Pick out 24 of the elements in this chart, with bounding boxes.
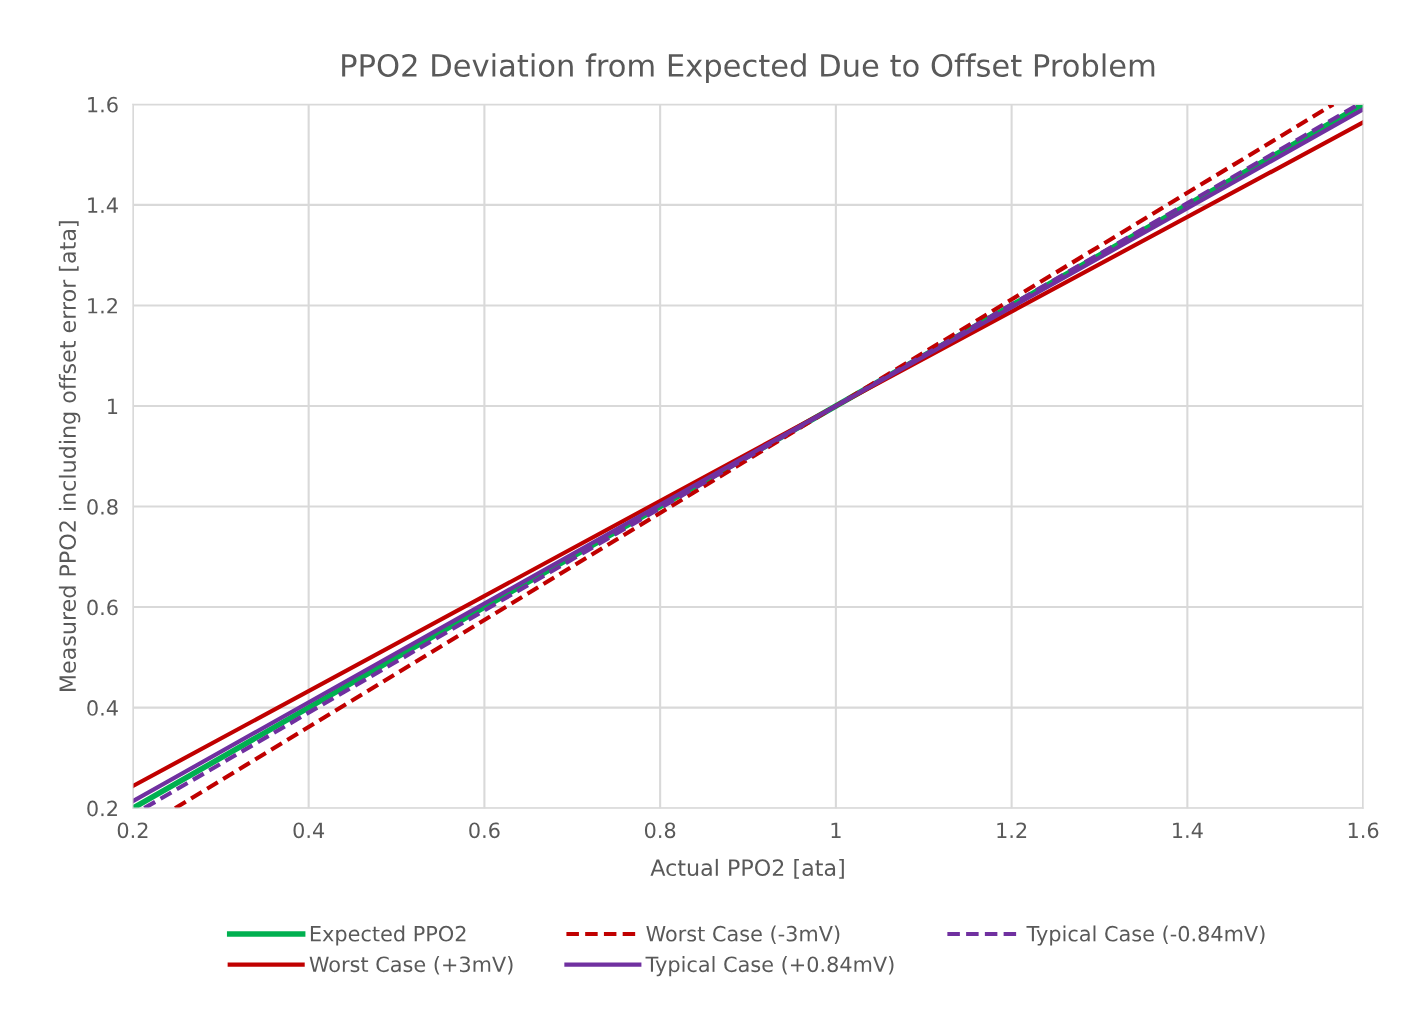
y-tick-label: 1 [108,398,118,414]
y-tick-label: 1.4 [88,197,118,213]
legend-label: Typical Case (+0.84mV) [645,956,894,977]
y-tick-label: 1.6 [88,96,118,113]
x-tick-label: 0.8 [644,822,676,839]
x-tick-label: 0.4 [293,822,325,839]
x-tick-label: 1.6 [1348,822,1379,839]
y-tick-label: 0.6 [87,599,118,616]
x-tick-label: 1.2 [997,822,1027,838]
y-tick-label: 1.2 [88,297,117,314]
x-tick-label: 1 [831,822,841,838]
chart-title: PPO2 Deviation from Expected Due to Offset Problem [342,53,1155,83]
legend-label: Typical Case (-0.84mV) [1026,925,1265,946]
legend-label: Worst Case (+3mV) [309,956,513,975]
legend-label: Expected PPO2 [310,925,466,946]
x-tick-label: 0.2 [117,822,148,839]
legend-label: Worst Case (-3mV) [646,925,840,945]
x-tick-label: 0.6 [469,822,500,839]
y-axis-title: Measured PPO2 including offset error [ata] [58,221,81,691]
y-tick-label: 0.4 [87,700,118,716]
y-tick-label: 0.2 [87,800,117,817]
y-tick-label: 0.8 [87,498,118,515]
x-axis-title: Actual PPO2 [ata] [650,858,844,879]
x-tick-label: 1.4 [1173,822,1203,838]
